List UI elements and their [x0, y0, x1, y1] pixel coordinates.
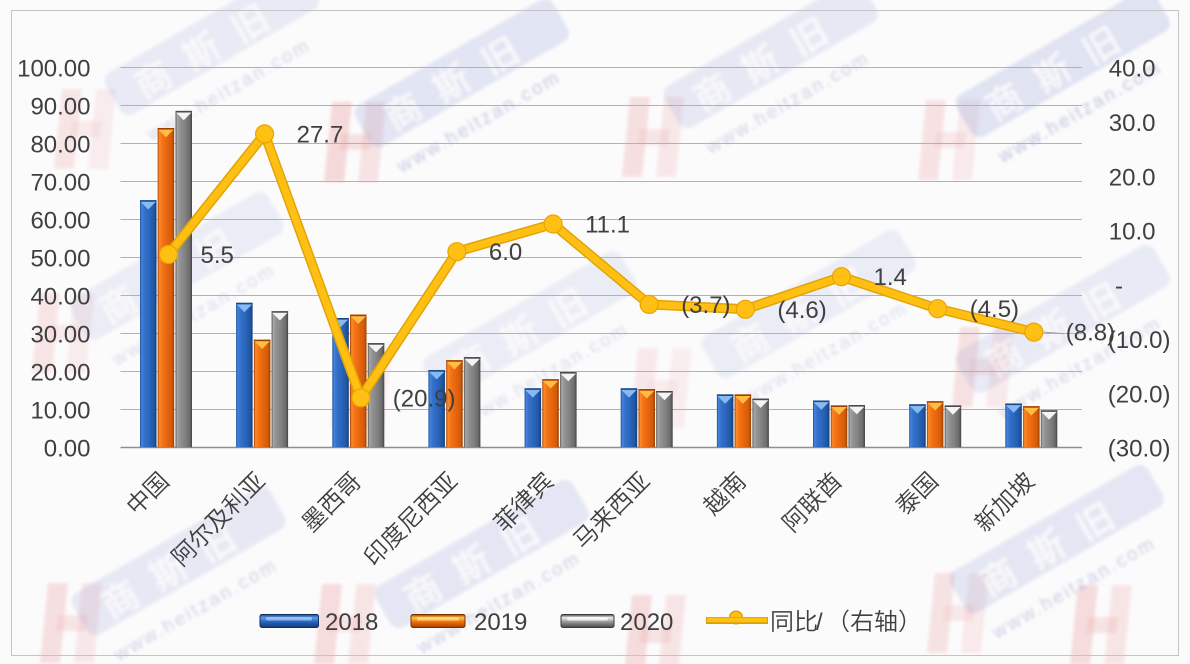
- svg-text:(20.0): (20.0): [1108, 381, 1171, 408]
- svg-text:6.0: 6.0: [489, 239, 522, 266]
- svg-text:40.0: 40.0: [1109, 56, 1156, 83]
- svg-text:40.00: 40.00: [30, 284, 90, 311]
- svg-text:(30.0): (30.0): [1108, 436, 1171, 463]
- svg-text:1.4: 1.4: [874, 264, 907, 291]
- svg-text:-: -: [1115, 273, 1123, 300]
- svg-text:50.00: 50.00: [30, 246, 90, 273]
- svg-text:20.00: 20.00: [30, 360, 90, 387]
- svg-text:90.00: 90.00: [30, 94, 90, 121]
- svg-text:2019: 2019: [474, 609, 527, 636]
- svg-text:(10.0): (10.0): [1108, 327, 1171, 354]
- svg-text:70.00: 70.00: [30, 170, 90, 197]
- svg-text:60.00: 60.00: [30, 208, 90, 235]
- svg-text:5.5: 5.5: [201, 242, 234, 269]
- svg-text:(8.8): (8.8): [1066, 320, 1115, 347]
- svg-text:/: /: [816, 609, 823, 636]
- svg-text:100.00: 100.00: [17, 56, 90, 83]
- svg-text:(4.6): (4.6): [777, 297, 826, 324]
- svg-text:(4.5): (4.5): [970, 296, 1019, 323]
- svg-text:30.00: 30.00: [30, 322, 90, 349]
- svg-text:0.00: 0.00: [44, 436, 91, 463]
- svg-text:10.00: 10.00: [30, 398, 90, 425]
- svg-text:27.7: 27.7: [297, 121, 344, 148]
- svg-text:(20.9): (20.9): [393, 385, 456, 412]
- svg-text:(3.7): (3.7): [681, 292, 730, 319]
- svg-text:20.0: 20.0: [1109, 164, 1156, 191]
- svg-text:2020: 2020: [620, 609, 673, 636]
- svg-text:30.0: 30.0: [1109, 110, 1156, 137]
- svg-text:11.1: 11.1: [585, 212, 630, 239]
- svg-text:10.0: 10.0: [1109, 219, 1156, 246]
- svg-text:2018: 2018: [325, 609, 378, 636]
- svg-text:80.00: 80.00: [30, 132, 90, 159]
